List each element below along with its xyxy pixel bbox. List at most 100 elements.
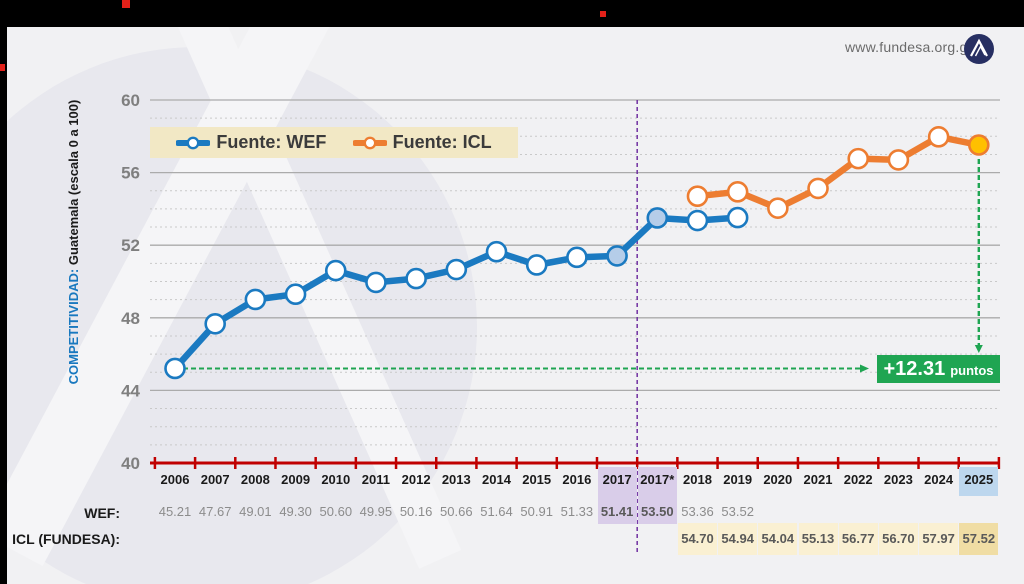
data-point-icl-2019: [726, 181, 749, 203]
icl-value-2023: 56.70: [878, 523, 918, 555]
year-label-2019: 2019: [723, 472, 753, 487]
baseline-arrowhead-icon: [860, 364, 869, 373]
year-label-2017: 2017: [602, 472, 632, 487]
data-point-wef-2011: [365, 271, 387, 294]
wef-value-2017*: 53.50: [641, 504, 674, 519]
year-label-2015: 2015: [522, 472, 552, 487]
icl-value-2020: 54.04: [758, 523, 798, 555]
legend-label-icl: Fuente: ICL: [392, 132, 492, 152]
y-axis-title-secondary: Guatemala (escala 0 a 100): [66, 99, 81, 269]
wef-value-2007: 47.67: [198, 504, 232, 519]
data-point-wef-2017: [606, 245, 628, 267]
icl-value-2024: 57.97: [919, 523, 959, 555]
y-axis-title: COMPETITIVIDAD: Guatemala (escala 0 a 10…: [66, 92, 90, 392]
icl-value-2022: 56.77: [838, 523, 878, 555]
data-point-icl-2021: [807, 177, 829, 200]
data-point-wef-2019: [726, 206, 749, 229]
wef-value-2015: 50.91: [520, 504, 553, 519]
wef-value-2008: 49.01: [239, 504, 272, 519]
wef-value-2011: 49.95: [359, 504, 393, 519]
icl-series-marker-icon: [352, 136, 387, 149]
y-tick-label: 56: [121, 164, 140, 183]
wef-value-2014: 51.64: [480, 504, 513, 519]
delta-unit: puntos: [950, 363, 994, 378]
wef-value-2017: 51.41: [600, 504, 634, 519]
wef-series-marker-icon: [176, 136, 211, 149]
year-label-2017*: 2017*: [640, 472, 675, 487]
delta-arrowhead-icon: [974, 345, 983, 353]
icl-row-label: ICL (FUNDESA):: [12, 531, 120, 547]
delta-value: +12.31: [883, 358, 946, 380]
y-tick-label: 52: [121, 236, 140, 255]
highlight-cell-2017*: [637, 467, 677, 524]
data-point-wef-2007: [204, 312, 226, 335]
data-point-wef-2016: [566, 246, 588, 269]
data-point-icl-2024: [927, 126, 950, 148]
y-tick-label: 48: [121, 309, 140, 328]
year-label-2025: 2025: [964, 472, 994, 487]
y-axis-title-primary: COMPETITIVIDAD:: [66, 268, 81, 385]
data-point-wef-2015: [525, 254, 548, 276]
chart-legend: Fuente: WEF Fuente: ICL: [150, 127, 518, 158]
year-label-2012: 2012: [401, 472, 431, 487]
artifact-red-dot: [122, 0, 130, 8]
data-point-icl-2018: [686, 185, 709, 207]
year-label-2021: 2021: [803, 472, 833, 487]
year-label-2016: 2016: [562, 472, 592, 487]
data-point-icl-2023: [887, 149, 910, 171]
data-point-wef-2010: [324, 259, 347, 282]
wef-value-2009: 49.30: [279, 504, 312, 519]
highlight-cell-2017: [597, 467, 637, 524]
year-label-2006: 2006: [160, 472, 190, 487]
data-point-wef-2014: [485, 240, 508, 263]
year-label-2009: 2009: [281, 472, 311, 487]
y-tick-label: 60: [121, 91, 140, 110]
icl-value-2025: 57.52: [959, 523, 999, 555]
y-tick-label: 44: [121, 381, 140, 400]
year-label-2008: 2008: [240, 472, 270, 487]
data-point-wef-2012: [405, 267, 427, 290]
year-label-2007: 2007: [200, 472, 230, 487]
highlight-cell-2025: [959, 467, 999, 496]
icl-value-2021: 55.13: [798, 523, 838, 555]
data-point-wef-2017*: [646, 207, 669, 229]
year-label-2022: 2022: [843, 472, 873, 487]
fundesa-logo-icon: [963, 33, 995, 70]
data-point-wef-2018: [686, 209, 709, 232]
year-label-2013: 2013: [441, 472, 471, 487]
delta-badge: +12.31 puntos: [877, 355, 1000, 383]
year-label-2014: 2014: [482, 472, 511, 487]
data-point-icl-2022: [847, 147, 870, 170]
data-point-icl-2020: [767, 197, 789, 219]
legend-item-icl: Fuente: ICL: [352, 132, 492, 153]
year-label-2024: 2024: [924, 472, 954, 487]
wef-value-2016: 51.33: [560, 504, 594, 519]
wef-value-2019: 53.52: [721, 504, 754, 519]
year-label-2018: 2018: [683, 472, 712, 487]
data-point-wef-2013: [445, 258, 468, 281]
icl-value-2018: 54.70: [678, 523, 717, 555]
legend-item-wef: Fuente: WEF: [176, 132, 326, 153]
data-point-wef-2008: [244, 288, 267, 311]
wef-value-2012: 50.16: [399, 504, 433, 519]
artifact-red-dot: [600, 11, 606, 17]
year-label-2011: 2011: [361, 472, 390, 487]
wef-value-2013: 50.66: [440, 504, 473, 519]
wef-value-2006: 45.21: [158, 504, 192, 519]
wef-row-label: WEF:: [84, 505, 120, 521]
website-url: www.fundesa.org.gt: [845, 39, 972, 55]
wef-value-2010: 50.60: [319, 504, 353, 519]
icl-value-2019: 54.94: [718, 523, 758, 555]
y-tick-label: 40: [121, 454, 140, 473]
wef-value-2018: 53.36: [681, 504, 714, 519]
artifact-red-dot: [0, 64, 5, 71]
year-label-2010: 2010: [321, 472, 351, 487]
year-label-2023: 2023: [883, 472, 913, 487]
legend-label-wef: Fuente: WEF: [216, 132, 327, 152]
data-point-wef-2006: [164, 357, 186, 380]
data-point-wef-2009: [284, 283, 307, 306]
year-label-2020: 2020: [763, 472, 793, 487]
data-point-icl-2025: [967, 134, 990, 156]
